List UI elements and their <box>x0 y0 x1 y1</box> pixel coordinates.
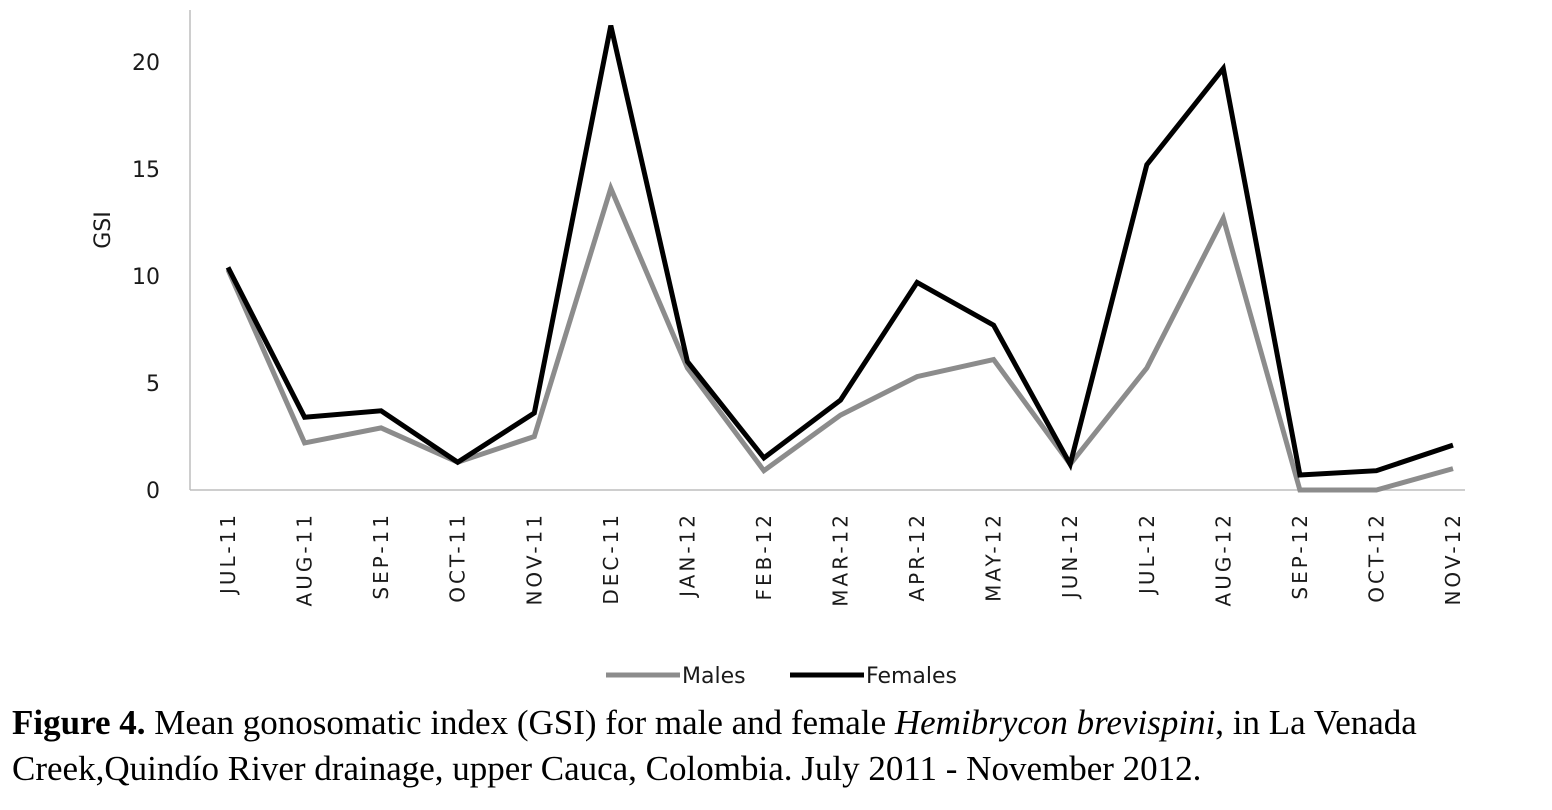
x-tick-label: MAR-12 <box>829 512 853 607</box>
x-tick-label: AUG-11 <box>293 512 317 606</box>
axes <box>189 10 1465 491</box>
x-tick-label: OCT-11 <box>446 512 470 603</box>
series-line-females <box>225 25 1454 478</box>
x-tick-label: JUN-12 <box>1058 512 1082 600</box>
y-tick-label: 10 <box>132 265 160 290</box>
y-tick-label: 15 <box>132 158 160 183</box>
series-line-males <box>225 181 1454 493</box>
x-tick-labels: JUL-11 AUG-11 SEP-11 OCT-11 NOV-11 DEC-11 JAN-… <box>216 512 1465 607</box>
x-tick-label: DEC-11 <box>599 512 623 605</box>
y-tick-labels: 0 5 10 15 20 <box>132 51 160 504</box>
x-tick-label: NOV-12 <box>1441 512 1465 606</box>
x-tick-label: JUL-11 <box>216 512 240 596</box>
x-tick-label: NOV-11 <box>522 512 546 606</box>
legend: Males Females <box>606 664 957 689</box>
x-tick-label: SEP-12 <box>1288 512 1312 600</box>
x-tick-label: APR-12 <box>905 512 929 602</box>
x-tick-label: JUL-12 <box>1135 512 1159 596</box>
caption-text-1: Mean gonosomatic index (GSI) for male an… <box>145 703 895 742</box>
y-tick-label: 0 <box>146 479 160 504</box>
legend-label-males: Males <box>682 664 746 689</box>
caption-species: Hemibrycon brevispini <box>894 703 1216 742</box>
y-tick-label: 20 <box>132 51 160 76</box>
x-tick-label: AUG-12 <box>1211 512 1235 606</box>
x-tick-label: FEB-12 <box>752 512 776 601</box>
x-tick-label: JAN-12 <box>675 512 699 599</box>
x-tick-label: SEP-11 <box>369 512 393 600</box>
gsi-line-chart: GSI 0 5 10 15 20 JUL-11 AUG-11 SEP-11 OCT-11 NOV… <box>91 10 1465 689</box>
figure-caption: Figure 4. Mean gonosomatic index (GSI) f… <box>12 700 1552 792</box>
x-tick-label: OCT-12 <box>1364 512 1388 603</box>
legend-label-females: Females <box>866 664 957 689</box>
caption-label: Figure 4. <box>12 703 146 742</box>
y-tick-label: 5 <box>146 372 160 397</box>
series-lines <box>225 25 1454 493</box>
y-axis-label: GSI <box>91 211 116 249</box>
caption-text-2: , in La Venada Creek,Quindío River drain… <box>12 703 1417 788</box>
x-tick-label: MAY-12 <box>982 512 1006 602</box>
